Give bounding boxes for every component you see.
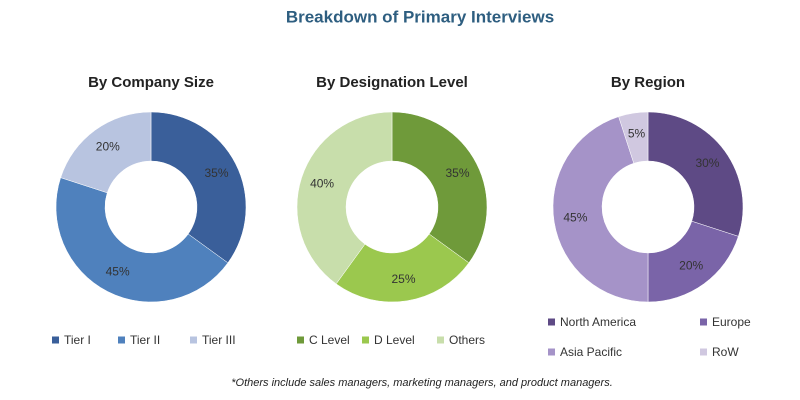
chart-subtitle: By Region	[611, 74, 685, 91]
legend-swatch	[362, 336, 369, 344]
donut-slice	[60, 111, 152, 194]
legend-swatch	[700, 318, 707, 326]
main-title: Breakdown of Primary Interviews	[286, 7, 554, 26]
donut-slice	[647, 111, 744, 237]
donut-slice	[335, 233, 470, 303]
legend-swatch	[52, 336, 59, 344]
data-label: 45%	[106, 265, 130, 279]
legend-label: Others	[449, 333, 485, 347]
chart-subtitle: By Company Size	[88, 74, 214, 91]
legend-label: D Level	[374, 333, 415, 347]
data-label: 20%	[96, 140, 120, 154]
data-label: 35%	[445, 166, 469, 180]
chart-subtitle: By Designation Level	[316, 74, 468, 91]
data-label: 20%	[679, 259, 703, 273]
donut-slice	[296, 111, 393, 285]
data-label: 40%	[310, 176, 334, 190]
donut-slice	[150, 111, 247, 264]
donut-slice	[391, 111, 488, 264]
footnote: *Others include sales managers, marketin…	[231, 377, 613, 389]
legend-label: North America	[560, 315, 636, 329]
legend-swatch	[548, 348, 555, 356]
legend-label: RoW	[712, 345, 739, 359]
data-label: 35%	[204, 166, 228, 180]
data-label: 45%	[563, 211, 587, 225]
legend-swatch	[437, 336, 444, 344]
legend-label: C Level	[309, 333, 350, 347]
legend-label: Asia Pacific	[560, 345, 622, 359]
legend-label: Europe	[712, 315, 751, 329]
legend-swatch	[190, 336, 197, 344]
donut-slice	[55, 177, 229, 303]
legend-swatch	[118, 336, 125, 344]
legend-swatch	[297, 336, 304, 344]
donut-slice	[618, 111, 649, 164]
data-label: 30%	[695, 156, 719, 170]
legend-label: Tier II	[130, 333, 160, 347]
legend-label: Tier I	[64, 333, 91, 347]
donut-slice	[552, 116, 649, 303]
legend-swatch	[548, 318, 555, 326]
legend-label: Tier III	[202, 333, 236, 347]
data-label: 25%	[391, 272, 415, 286]
legend-swatch	[700, 348, 707, 356]
data-label: 5%	[628, 127, 646, 141]
